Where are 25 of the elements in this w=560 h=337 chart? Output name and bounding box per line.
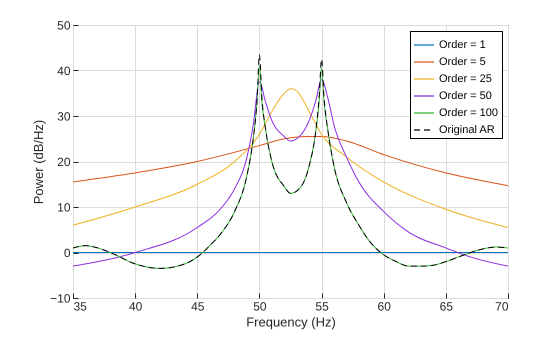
x-tick-label: 35 — [74, 300, 88, 314]
legend-label: Order = 25 — [439, 73, 492, 85]
y-tick-label: 30 — [57, 110, 71, 124]
x-tick-label: 50 — [253, 300, 267, 314]
x-tick-label: 60 — [378, 300, 392, 314]
y-tick-label: 10 — [57, 200, 71, 214]
y-tick-label: 0 — [64, 246, 71, 260]
y-tick-label: 20 — [57, 155, 71, 169]
y-tick-label: 40 — [57, 64, 71, 78]
x-tick-label: 55 — [315, 300, 330, 314]
legend-label: Order = 1 — [439, 39, 486, 51]
x-tick-label: 45 — [191, 300, 205, 314]
y-tick-label: −10 — [50, 292, 71, 306]
x-tick-label: 40 — [128, 300, 143, 314]
legend-label: Original AR — [439, 124, 495, 136]
line-series — [73, 88, 508, 228]
legend-label: Order = 100 — [439, 107, 498, 119]
y-tick-label: 50 — [57, 18, 71, 32]
x-tick-label: 70 — [495, 300, 509, 314]
x-axis-title: Frequency (Hz) — [246, 314, 336, 330]
y-axis-title: Power (dB/Hz) — [31, 120, 46, 204]
line-series — [73, 136, 508, 186]
legend-label: Order = 50 — [439, 90, 492, 102]
legend-label: Order = 5 — [439, 56, 486, 68]
x-tick-label: 65 — [440, 300, 454, 314]
